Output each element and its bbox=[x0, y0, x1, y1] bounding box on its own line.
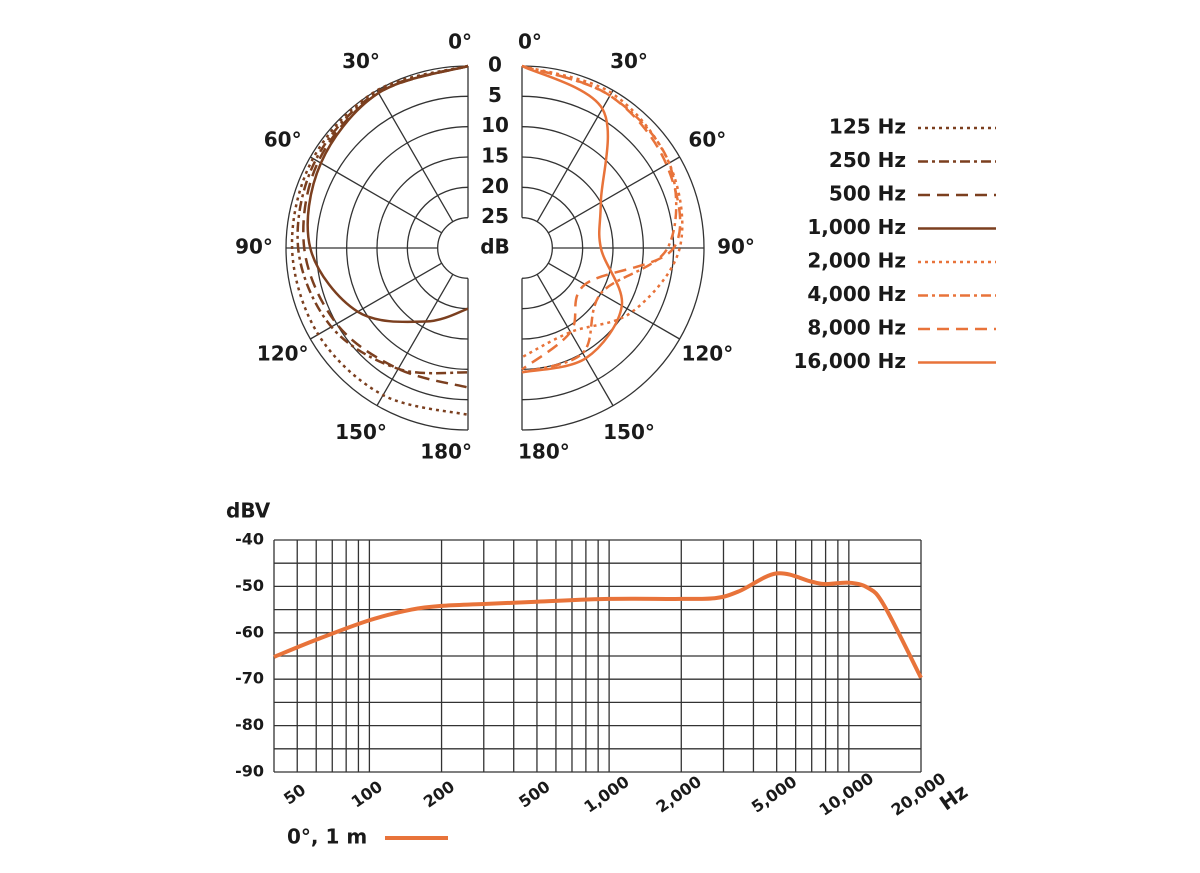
line-curve bbox=[273, 571, 923, 679]
y-axis-label: dBV bbox=[226, 499, 271, 523]
legend-label: 0°, 1 m bbox=[287, 825, 367, 849]
angle-label: 0° bbox=[518, 30, 542, 54]
legend-label: 250 Hz bbox=[829, 148, 906, 172]
angle-label: 150° bbox=[603, 420, 655, 444]
x-tick-label: 200 bbox=[420, 777, 458, 812]
polar-curve bbox=[296, 64, 469, 375]
x-tick-label: 1,000 bbox=[580, 772, 632, 817]
ring bbox=[521, 217, 553, 279]
spoke bbox=[536, 273, 614, 406]
angle-label: 90° bbox=[717, 235, 755, 259]
angle-label: 120° bbox=[257, 342, 309, 366]
y-tick-label: -40 bbox=[235, 530, 264, 549]
angle-label: 0° bbox=[448, 30, 472, 54]
x-tick-label: 100 bbox=[348, 777, 386, 812]
angle-label: 60° bbox=[264, 128, 302, 152]
y-tick-label: -80 bbox=[235, 715, 264, 734]
r-tick-label: 0 bbox=[488, 53, 502, 77]
r-tick-label: 15 bbox=[481, 144, 509, 168]
ring bbox=[437, 217, 469, 279]
angle-label: 60° bbox=[688, 128, 726, 152]
x-tick-label: 5,000 bbox=[748, 772, 800, 817]
r-tick-label: 20 bbox=[481, 174, 509, 198]
polar-curve bbox=[290, 64, 469, 417]
x-tick-label: 2,000 bbox=[653, 772, 705, 817]
legend-label: 125 Hz bbox=[829, 115, 906, 139]
y-tick-label: -70 bbox=[235, 669, 264, 688]
legend-label: 2,000 Hz bbox=[807, 249, 906, 273]
y-tick-label: -90 bbox=[235, 762, 264, 781]
spoke bbox=[376, 273, 454, 406]
legend-label: 8,000 Hz bbox=[807, 316, 906, 340]
r-axis-label: dB bbox=[480, 235, 510, 259]
x-tick-label: 10,000 bbox=[816, 769, 877, 820]
spoke bbox=[376, 90, 454, 223]
polar-curve bbox=[521, 64, 684, 359]
angle-label: 180° bbox=[420, 440, 472, 464]
angle-label: 90° bbox=[235, 235, 273, 259]
angle-label: 180° bbox=[518, 440, 570, 464]
r-tick-label: 5 bbox=[488, 83, 502, 107]
polar-curve bbox=[306, 64, 469, 324]
polar-curve bbox=[521, 64, 678, 374]
angle-label: 150° bbox=[335, 420, 387, 444]
spoke bbox=[547, 262, 680, 340]
legend-label: 500 Hz bbox=[829, 182, 906, 206]
legend-label: 4,000 Hz bbox=[807, 282, 906, 306]
angle-label: 120° bbox=[681, 342, 733, 366]
y-tick-label: -60 bbox=[235, 622, 264, 641]
r-tick-label: 25 bbox=[481, 204, 509, 228]
angle-label: 30° bbox=[610, 49, 648, 73]
x-tick-label: 50 bbox=[280, 780, 309, 808]
y-tick-label: -50 bbox=[235, 576, 264, 595]
polar-curve bbox=[302, 64, 469, 389]
spoke bbox=[310, 156, 443, 234]
r-tick-label: 10 bbox=[481, 113, 509, 137]
spoke bbox=[547, 156, 680, 234]
polar-curve bbox=[521, 64, 682, 371]
spoke bbox=[536, 90, 614, 223]
angle-label: 30° bbox=[342, 49, 380, 73]
legend-label: 1,000 Hz bbox=[807, 215, 906, 239]
polar-curve bbox=[521, 64, 624, 374]
x-tick-label: 500 bbox=[515, 777, 553, 812]
legend-label: 16,000 Hz bbox=[793, 349, 906, 373]
